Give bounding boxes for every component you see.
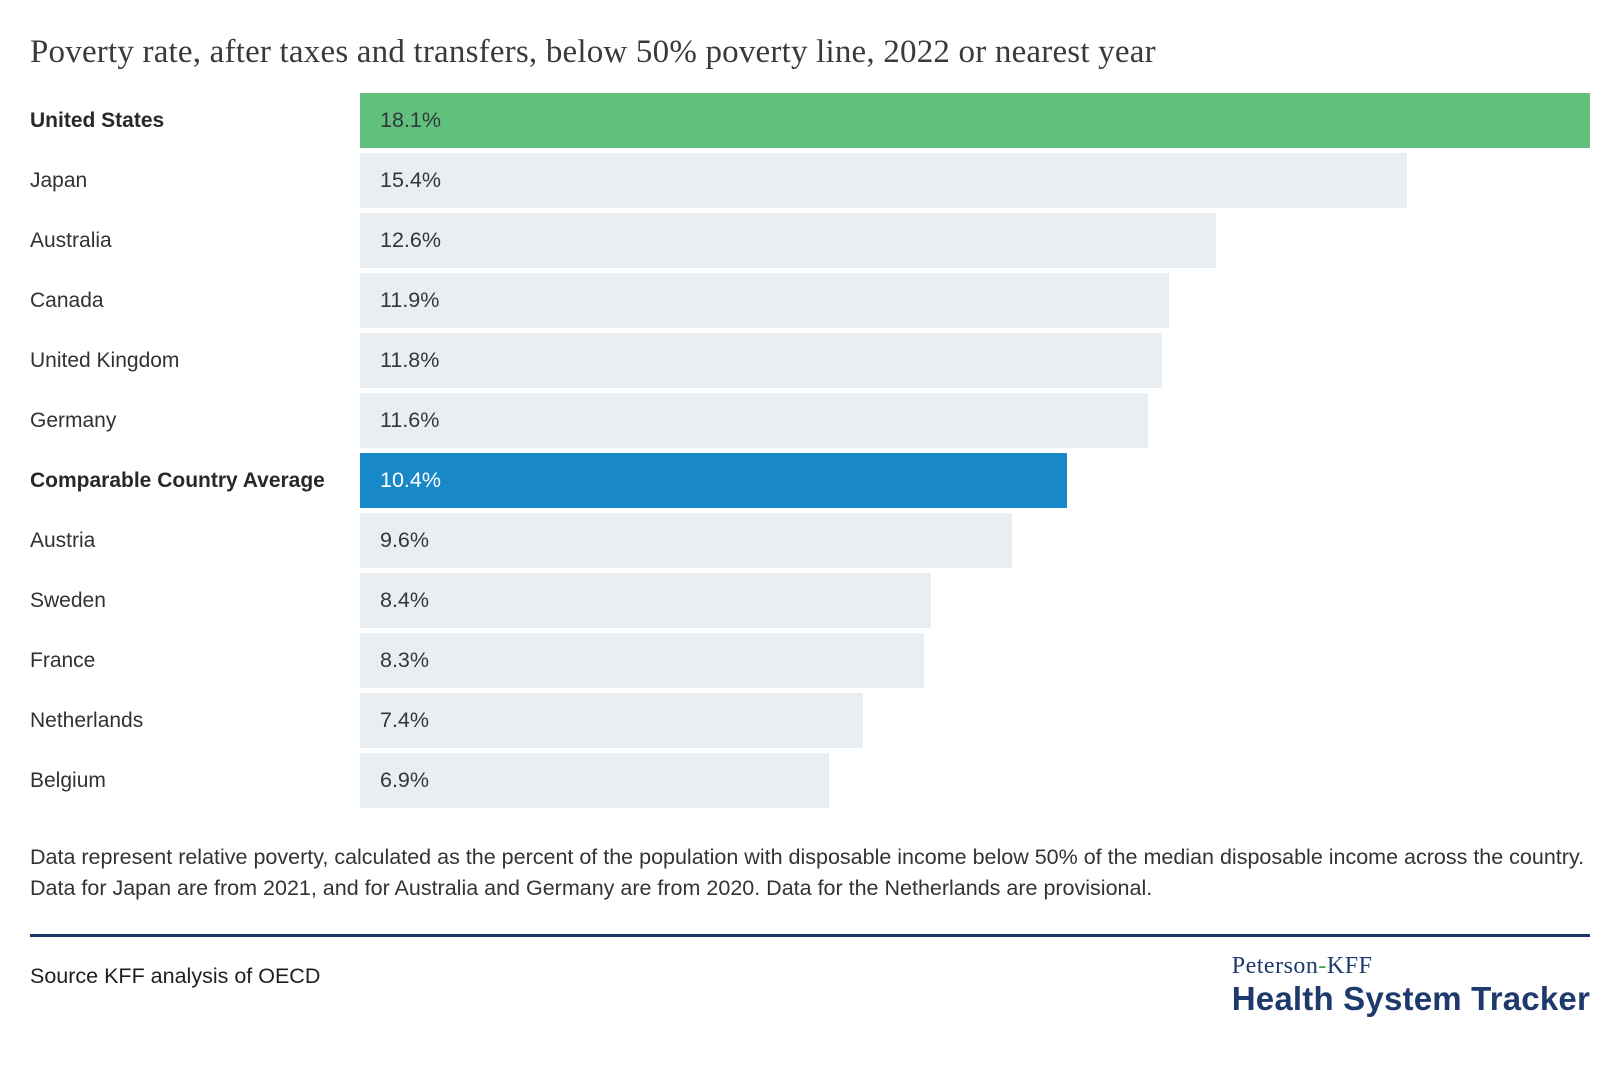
bar-value-label: 11.6%	[380, 408, 440, 432]
bar: 18.1%	[360, 93, 1590, 148]
bar: 10.4%	[360, 453, 1067, 508]
chart-row: United States 18.1%	[30, 93, 1590, 148]
bar-rows: United States 18.1% Japan 15.4% Australia 12.…	[30, 93, 1590, 808]
bar-value-label: 8.3%	[380, 648, 430, 672]
bar-value-label: 11.9%	[380, 288, 440, 312]
bar-track: 6.9%	[360, 753, 1590, 808]
row-label: United Kingdom	[30, 348, 180, 372]
bar-value-label: 11.8%	[380, 348, 440, 372]
logo-hyphen: -	[1318, 953, 1327, 979]
row-label: Belgium	[30, 768, 106, 792]
bar: 8.3%	[360, 633, 925, 688]
bar-track: 11.8%	[360, 333, 1590, 388]
bar-track: 7.4%	[360, 693, 1590, 748]
health-system-tracker-logo[interactable]: Peterson-KFF Health System Tracker	[1232, 953, 1590, 1017]
chart-row: Germany 11.6%	[30, 393, 1590, 448]
row-label: Australia	[30, 228, 112, 252]
bar: 11.8%	[360, 333, 1162, 388]
logo-product-name: Health System Tracker	[1231, 980, 1590, 1017]
bar-value-label: 9.6%	[380, 528, 430, 552]
bar: 12.6%	[360, 213, 1217, 268]
bar-track: 11.9%	[360, 273, 1590, 328]
bar: 8.4%	[360, 573, 931, 628]
chart-title: Poverty rate, after taxes and transfers,…	[30, 34, 1156, 70]
chart-row: Australia 12.6%	[30, 213, 1590, 268]
chart-row: United Kingdom 11.8%	[30, 333, 1590, 388]
footer: Source KFF analysis of OECD Peterson-KFF…	[30, 937, 1590, 1017]
bar-value-label: 6.9%	[380, 768, 430, 792]
bar: 9.6%	[360, 513, 1013, 568]
row-label: France	[30, 648, 96, 672]
bar-chart: United States 18.1% Japan 15.4% Australia 12.…	[30, 93, 1590, 808]
bar-value-label: 12.6%	[380, 228, 441, 252]
chart-row: Canada 11.9%	[30, 273, 1590, 328]
chart-row: France 8.3%	[30, 633, 1590, 688]
chart-row: Sweden 8.4%	[30, 573, 1590, 628]
bar-value-label: 10.4%	[380, 468, 441, 492]
row-label: Sweden	[30, 588, 106, 612]
bar-value-label: 7.4%	[380, 708, 430, 732]
bar: 11.6%	[360, 393, 1149, 448]
logo-brand-left: Peterson	[1231, 953, 1319, 979]
logo-brand-right: KFF	[1326, 953, 1373, 979]
bar-track: 10.4%	[360, 453, 1590, 508]
bar-track: 8.3%	[360, 633, 1590, 688]
bar: 11.9%	[360, 273, 1169, 328]
chart-row: Belgium 6.9%	[30, 753, 1590, 808]
row-label: Netherlands	[30, 708, 144, 732]
logo-peterson-kff: Peterson-KFF	[1232, 953, 1590, 980]
row-label: Canada	[30, 288, 104, 312]
bar-value-label: 18.1%	[380, 108, 441, 132]
bar-track: 15.4%	[360, 153, 1590, 208]
row-label: Germany	[30, 408, 117, 432]
footer-divider	[30, 934, 1590, 937]
bar-track: 12.6%	[360, 213, 1590, 268]
bar-value-label: 8.4%	[380, 588, 430, 612]
chart-footnote: Data represent relative poverty, calcula…	[30, 845, 1585, 900]
bar: 15.4%	[360, 153, 1407, 208]
bar-track: 9.6%	[360, 513, 1590, 568]
source-text: Source KFF analysis of OECD	[30, 964, 321, 988]
chart-row: Austria 9.6%	[30, 513, 1590, 568]
bar-value-label: 15.4%	[380, 168, 441, 192]
row-label: United States	[30, 108, 165, 132]
bar: 7.4%	[360, 693, 863, 748]
chart-row: Netherlands 7.4%	[30, 693, 1590, 748]
row-label: Comparable Country Average	[30, 468, 325, 492]
chart-row: Comparable Country Average 10.4%	[30, 453, 1590, 508]
row-label: Austria	[30, 528, 96, 552]
bar-track: 18.1%	[360, 93, 1590, 148]
bar-track: 8.4%	[360, 573, 1590, 628]
row-label: Japan	[30, 168, 88, 192]
bar: 6.9%	[360, 753, 829, 808]
chart-row: Japan 15.4%	[30, 153, 1590, 208]
bar-track: 11.6%	[360, 393, 1590, 448]
